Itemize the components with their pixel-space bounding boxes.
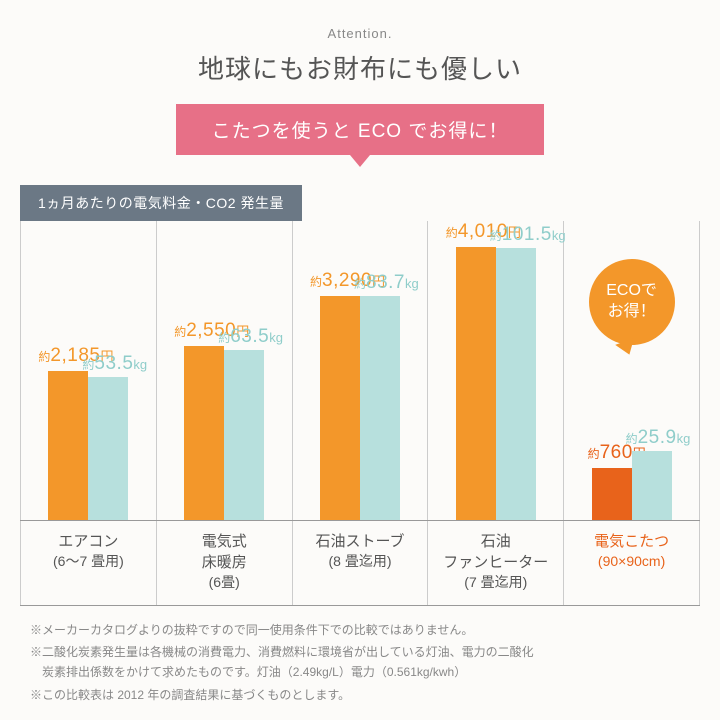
cost-bar: 約2,550円 — [184, 346, 224, 520]
headline-text: 地球にもお財布にも優しい — [0, 49, 720, 86]
chart-column: 約2,550円約63.5kg — [157, 221, 293, 520]
chart-column: 約4,010円約101.5kg — [428, 221, 564, 520]
footnote-line: ※二酸化炭素発生量は各機械の消費電力、消費燃料に環境省が出している灯油、電力の二… — [30, 642, 690, 683]
eco-badge: ECOでお得！ — [589, 259, 675, 345]
category-sub: (7 畳迄用) — [430, 573, 561, 593]
chart-column: 約760円約25.9kgECOでお得！ — [564, 221, 700, 520]
co2-bar: 約101.5kg — [496, 248, 536, 520]
co2-bar: 約25.9kg — [632, 451, 672, 520]
chart-section: 1ヵ月あたりの電気料金・CO2 発生量 約2,185円約53.5kg約2,550… — [20, 185, 700, 521]
bar-group: 約2,185円約53.5kg — [21, 371, 156, 520]
eyebrow-text: Attention. — [0, 26, 720, 41]
cost-bar: 約4,010円 — [456, 247, 496, 520]
category-cell: 石油ファンヒーター(7 畳迄用) — [428, 521, 564, 605]
chart-column: 約2,185円約53.5kg — [20, 221, 157, 520]
category-name: 電気式床暖房 — [159, 531, 290, 573]
bar-group: 約3,290円約83.7kg — [293, 296, 428, 520]
co2-label: 約83.7kg — [354, 272, 419, 294]
chart-tab: 1ヵ月あたりの電気料金・CO2 発生量 — [20, 185, 302, 221]
category-name: エアコン — [23, 531, 154, 552]
category-cell: 石油ストーブ(8 畳迄用) — [293, 521, 429, 605]
co2-label: 約53.5kg — [82, 353, 147, 375]
header: Attention. 地球にもお財布にも優しい — [0, 0, 720, 86]
category-cell: 電気こたつ(90×90cm) — [564, 521, 700, 605]
bar-group: 約2,550円約63.5kg — [157, 346, 292, 520]
footnotes: ※メーカーカタログよりの抜粋ですので同一使用条件下での比較ではありません。※二酸… — [30, 620, 690, 706]
bar-group: 約760円約25.9kg — [564, 451, 699, 520]
co2-label: 約101.5kg — [490, 224, 566, 246]
co2-bar: 約53.5kg — [88, 377, 128, 520]
banner-wrap: こたつを使うと ECO でお得に！ — [0, 104, 720, 155]
category-sub: (90×90cm) — [566, 552, 697, 572]
chart-column: 約3,290円約83.7kg — [293, 221, 429, 520]
cost-bar: 約2,185円 — [48, 371, 88, 520]
cost-bar: 約760円 — [592, 468, 632, 520]
promo-banner: こたつを使うと ECO でお得に！ — [176, 104, 545, 155]
category-name: 石油ファンヒーター — [430, 531, 561, 573]
co2-bar: 約63.5kg — [224, 350, 264, 520]
footnote-line: ※この比較表は 2012 年の調査結果に基づくものとします。 — [30, 685, 690, 705]
category-row: エアコン(6～7 畳用)電気式床暖房(6畳)石油ストーブ(8 畳迄用)石油ファン… — [20, 521, 700, 606]
footnote-line: ※メーカーカタログよりの抜粋ですので同一使用条件下での比較ではありません。 — [30, 620, 690, 640]
category-sub: (8 畳迄用) — [295, 552, 426, 572]
bar-group: 約4,010円約101.5kg — [428, 247, 563, 520]
co2-label: 約25.9kg — [626, 427, 691, 449]
category-sub: (6～7 畳用) — [23, 552, 154, 572]
category-cell: 電気式床暖房(6畳) — [157, 521, 293, 605]
category-name: 石油ストーブ — [295, 531, 426, 552]
co2-bar: 約83.7kg — [360, 296, 400, 520]
co2-label: 約63.5kg — [218, 326, 283, 348]
cost-bar: 約3,290円 — [320, 296, 360, 520]
category-name: 電気こたつ — [566, 531, 697, 552]
category-sub: (6畳) — [159, 573, 290, 593]
category-cell: エアコン(6～7 畳用) — [20, 521, 157, 605]
bar-chart: 約2,185円約53.5kg約2,550円約63.5kg約3,290円約83.7… — [20, 221, 700, 521]
